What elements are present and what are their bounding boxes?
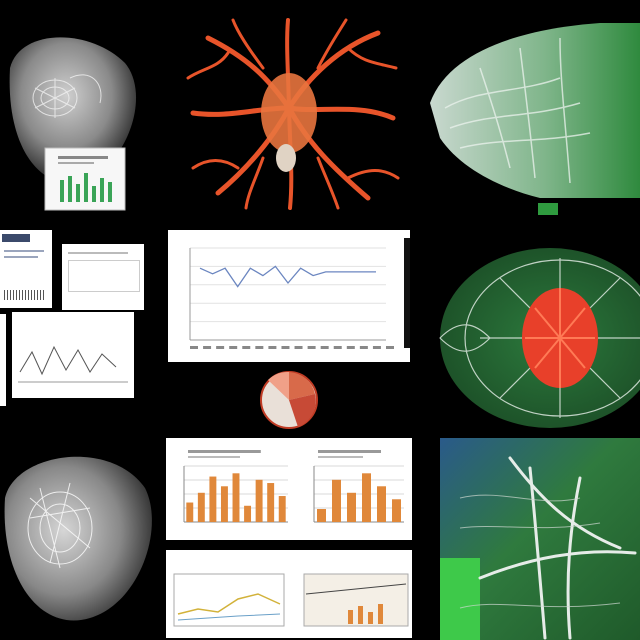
bar-charts-panel (166, 438, 412, 638)
bar-chart-right (300, 444, 410, 536)
chart-subtitle-placeholder (188, 456, 240, 458)
bar (377, 486, 386, 522)
x-tick-label (307, 346, 316, 349)
organ-scan-graphic (9, 37, 137, 211)
bar (392, 499, 401, 522)
x-tick-label (216, 346, 225, 349)
x-tick-label (229, 346, 238, 349)
bar (317, 509, 326, 522)
pie-chart-graphic (260, 371, 318, 429)
bar (362, 473, 371, 522)
chart-subtitle-placeholder (318, 456, 363, 458)
x-tick-label (268, 346, 277, 349)
bar (220, 486, 228, 522)
x-tick-label (359, 346, 368, 349)
bar (244, 505, 252, 522)
bar (255, 479, 263, 522)
divider (166, 540, 412, 550)
x-tick-label (386, 346, 394, 349)
bar (197, 492, 205, 522)
x-tick-label (190, 346, 198, 349)
x-tick-label (203, 346, 212, 349)
document-sheet (0, 314, 6, 406)
bar (347, 492, 356, 522)
chart-title-placeholder (188, 450, 261, 453)
document-sheet (0, 230, 52, 308)
line-chart (168, 230, 410, 362)
organ-scan-top-left (0, 8, 158, 216)
x-tick-label (333, 346, 342, 349)
bar (267, 483, 275, 522)
green-mesh-bottom (420, 438, 640, 640)
bar (278, 496, 286, 522)
x-tick-label (320, 346, 329, 349)
x-tick-label (255, 346, 264, 349)
line-series (199, 265, 376, 288)
green-mesh-top (420, 8, 640, 218)
green-mesh-graphic (440, 438, 640, 640)
green-red-graphic (439, 248, 640, 428)
bar (209, 476, 217, 522)
line-chart-panel (168, 230, 410, 362)
line-chart-small (173, 573, 285, 627)
x-tick-label (372, 346, 381, 349)
document-chart-sheet (12, 312, 134, 398)
green-red-render (420, 228, 640, 430)
vascular-graphic (186, 18, 400, 210)
bar (332, 479, 341, 522)
pie-chart-panel (168, 370, 410, 430)
document-collage (0, 228, 158, 410)
bar (186, 502, 194, 522)
vascular-render (168, 8, 410, 218)
x-tick-label (242, 346, 251, 349)
bar-chart-left (170, 444, 294, 536)
green-mesh-graphic (430, 23, 640, 215)
x-tick-label (281, 346, 290, 349)
organ-scan-bottom-left (0, 428, 158, 640)
x-tick-label (294, 346, 303, 349)
document-sheet (62, 244, 144, 310)
bar (232, 473, 240, 522)
organ-scan-graphic (4, 456, 152, 621)
x-tick-label (346, 346, 355, 349)
stacked-chart-small (303, 573, 409, 627)
chart-title-placeholder (318, 450, 381, 453)
